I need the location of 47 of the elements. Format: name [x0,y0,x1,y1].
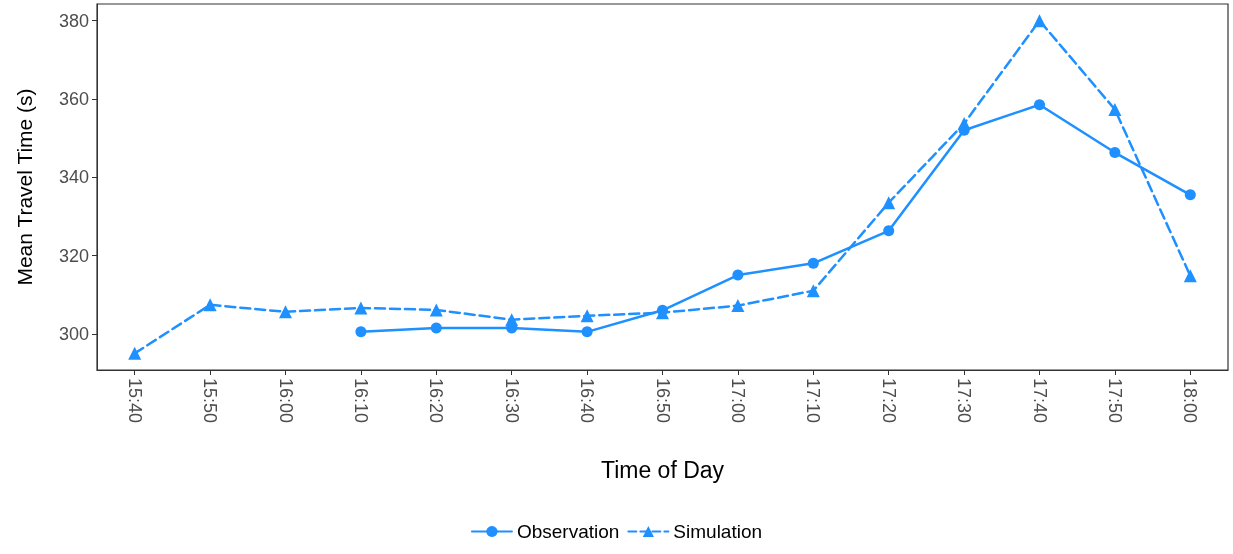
x-tick-label: 18:00 [1180,378,1201,424]
point [883,225,895,237]
point [882,196,896,210]
x-tick-label: 17:10 [803,378,824,424]
x-tick-label: 17:20 [878,378,899,424]
y-tick-label: 340 [58,167,89,188]
y-tick-label: 360 [58,88,89,109]
x-tick-label: 17:00 [727,378,748,424]
point [732,269,744,281]
point [1109,147,1121,159]
point [807,257,819,269]
x-axis-title: Time of Day [600,456,725,483]
point [279,305,292,319]
point [1034,99,1045,111]
x-tick-label: 17:30 [954,378,975,424]
point [957,117,971,131]
point [580,309,594,323]
x-tick-label: 16:10 [350,378,371,424]
x-tick-label: 16:40 [577,378,598,424]
point [354,301,368,315]
point [430,322,442,334]
x-tick-label: 15:40 [124,378,145,424]
y-axis-title: Mean Travel Time (s) [13,88,36,286]
legend-label: Simulation [673,521,763,542]
point [203,298,217,312]
y-tick-label: 300 [58,323,89,344]
point [505,313,519,327]
point [731,299,745,313]
x-tick-label: 17:50 [1104,378,1125,424]
point [429,303,443,317]
legend-label: Observation [516,521,620,542]
x-tick-label: 16:50 [652,378,673,424]
x-tick-label: 16:30 [501,378,522,424]
y-tick-label: 380 [58,10,89,31]
point [355,326,367,338]
point [1184,189,1196,201]
x-tick-label: 17:40 [1029,378,1050,424]
y-tick-label: 320 [58,245,89,266]
x-tick-label: 16:00 [275,378,296,424]
point [1033,14,1046,28]
point [806,284,820,298]
x-tick-label: 15:50 [200,378,221,424]
point [581,326,593,338]
x-tick-label: 16:20 [426,378,447,424]
point [128,346,142,360]
point [1183,269,1197,283]
point [1108,102,1122,116]
